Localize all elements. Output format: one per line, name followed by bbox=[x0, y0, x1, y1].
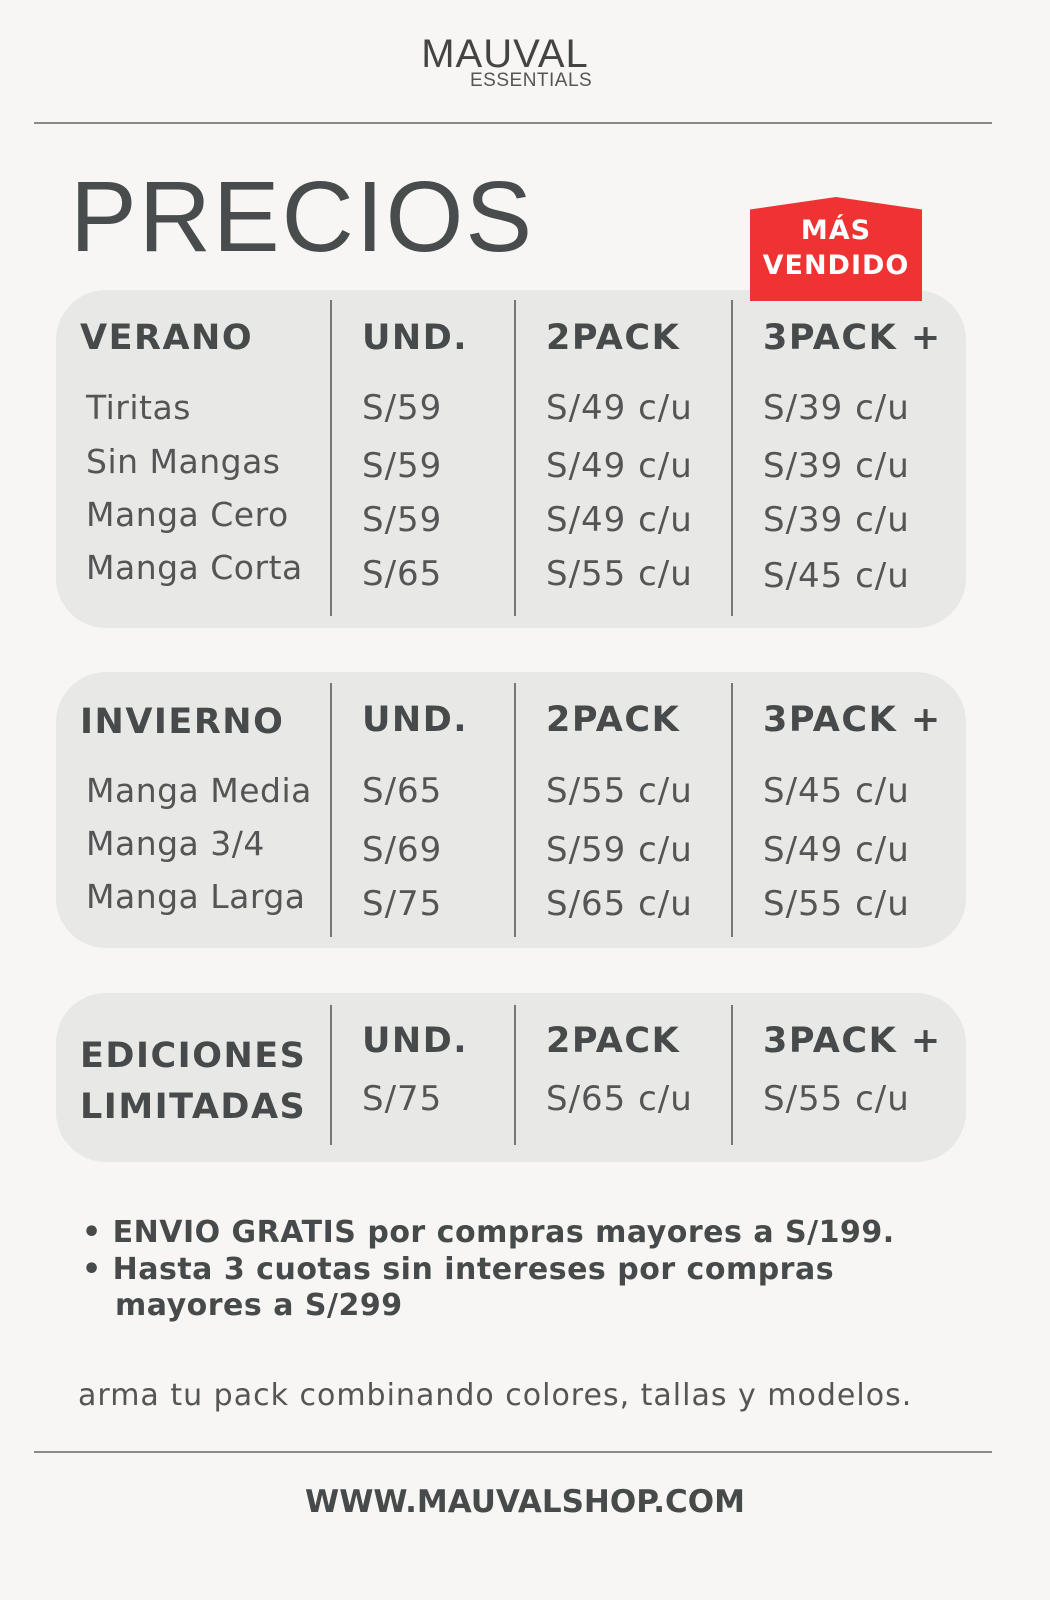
price-3pack: S/45 c/u bbox=[763, 771, 910, 811]
price-und: S/65 bbox=[362, 554, 443, 594]
note-text: por compras mayores a S/199. bbox=[356, 1215, 895, 1250]
column-divider bbox=[731, 300, 733, 616]
price-2pack: S/49 c/u bbox=[546, 500, 693, 540]
section-title: VERANO bbox=[80, 318, 254, 358]
note-bold: ENVIO GRATIS bbox=[112, 1215, 357, 1250]
column-header-und: UND. bbox=[362, 318, 469, 358]
column-divider bbox=[330, 1005, 332, 1145]
note-free-shipping: • ENVIO GRATIS por compras mayores a S/1… bbox=[82, 1215, 895, 1250]
section-title-line2: LIMITADAS bbox=[80, 1087, 307, 1127]
price-und: S/75 bbox=[362, 1079, 443, 1119]
price-2pack: S/65 c/u bbox=[546, 1079, 693, 1119]
section-ediciones-limitadas bbox=[56, 993, 966, 1162]
price-und: S/59 bbox=[362, 500, 443, 540]
column-divider bbox=[514, 300, 516, 616]
column-header-3pack: 3PACK + bbox=[763, 700, 942, 740]
item-name: Sin Mangas bbox=[86, 442, 281, 481]
price-3pack: S/45 c/u bbox=[763, 556, 910, 596]
note-installments-cont: mayores a S/299 bbox=[115, 1288, 403, 1323]
price-und: S/59 bbox=[362, 388, 443, 428]
price-2pack: S/49 c/u bbox=[546, 446, 693, 486]
item-name: Manga Corta bbox=[86, 548, 303, 587]
pack-tagline: arma tu pack combinando colores, tallas … bbox=[78, 1378, 913, 1413]
column-divider bbox=[514, 683, 516, 937]
best-seller-badge: MÁS VENDIDO bbox=[750, 197, 922, 301]
note-installments: • Hasta 3 cuotas sin intereses por compr… bbox=[82, 1252, 834, 1287]
column-header-2pack: 2PACK bbox=[546, 318, 681, 358]
price-und: S/69 bbox=[362, 830, 443, 870]
price-2pack: S/49 c/u bbox=[546, 388, 693, 428]
bullet-icon: • bbox=[82, 1215, 113, 1250]
bullet-icon: • bbox=[82, 1252, 113, 1287]
price-3pack: S/39 c/u bbox=[763, 500, 910, 540]
section-title: INVIERNO bbox=[80, 702, 285, 742]
price-3pack: S/39 c/u bbox=[763, 388, 910, 428]
item-name: Manga Cero bbox=[86, 495, 289, 534]
section-invierno bbox=[56, 672, 966, 948]
divider-top bbox=[34, 122, 992, 124]
badge-line2: VENDIDO bbox=[762, 250, 910, 281]
brand-tagline: ESSENTIALS bbox=[470, 70, 593, 91]
price-und: S/65 bbox=[362, 771, 443, 811]
price-3pack: S/55 c/u bbox=[763, 884, 910, 924]
price-und: S/59 bbox=[362, 446, 443, 486]
item-name: Manga 3/4 bbox=[86, 824, 265, 863]
item-name: Manga Larga bbox=[86, 877, 306, 916]
price-2pack: S/55 c/u bbox=[546, 554, 693, 594]
price-2pack: S/59 c/u bbox=[546, 830, 693, 870]
column-divider bbox=[731, 683, 733, 937]
item-name: Manga Media bbox=[86, 771, 312, 810]
divider-bottom bbox=[34, 1451, 992, 1453]
column-divider bbox=[731, 1005, 733, 1145]
website-link[interactable]: WWW.MAUVALSHOP.COM bbox=[305, 1484, 745, 1520]
page-title: PRECIOS bbox=[70, 161, 535, 273]
badge-line1: MÁS bbox=[800, 215, 872, 246]
column-header-2pack: 2PACK bbox=[546, 1021, 681, 1061]
column-divider bbox=[330, 300, 332, 616]
price-2pack: S/55 c/u bbox=[546, 771, 693, 811]
price-3pack: S/39 c/u bbox=[763, 446, 910, 486]
price-3pack: S/49 c/u bbox=[763, 830, 910, 870]
column-divider bbox=[330, 683, 332, 937]
column-header-3pack: 3PACK + bbox=[763, 318, 942, 358]
item-name: Tiritas bbox=[86, 388, 191, 427]
section-title-line1: EDICIONES bbox=[80, 1036, 307, 1076]
column-header-3pack: 3PACK + bbox=[763, 1021, 942, 1061]
note-text: Hasta 3 cuotas sin intereses por compras bbox=[112, 1252, 835, 1287]
section-verano bbox=[56, 290, 966, 628]
price-und: S/75 bbox=[362, 884, 443, 924]
column-header-2pack: 2PACK bbox=[546, 700, 681, 740]
price-2pack: S/65 c/u bbox=[546, 884, 693, 924]
column-divider bbox=[514, 1005, 516, 1145]
price-3pack: S/55 c/u bbox=[763, 1079, 910, 1119]
column-header-und: UND. bbox=[362, 700, 469, 740]
brand-logo: MAUVAL bbox=[421, 32, 589, 76]
column-header-und: UND. bbox=[362, 1021, 469, 1061]
